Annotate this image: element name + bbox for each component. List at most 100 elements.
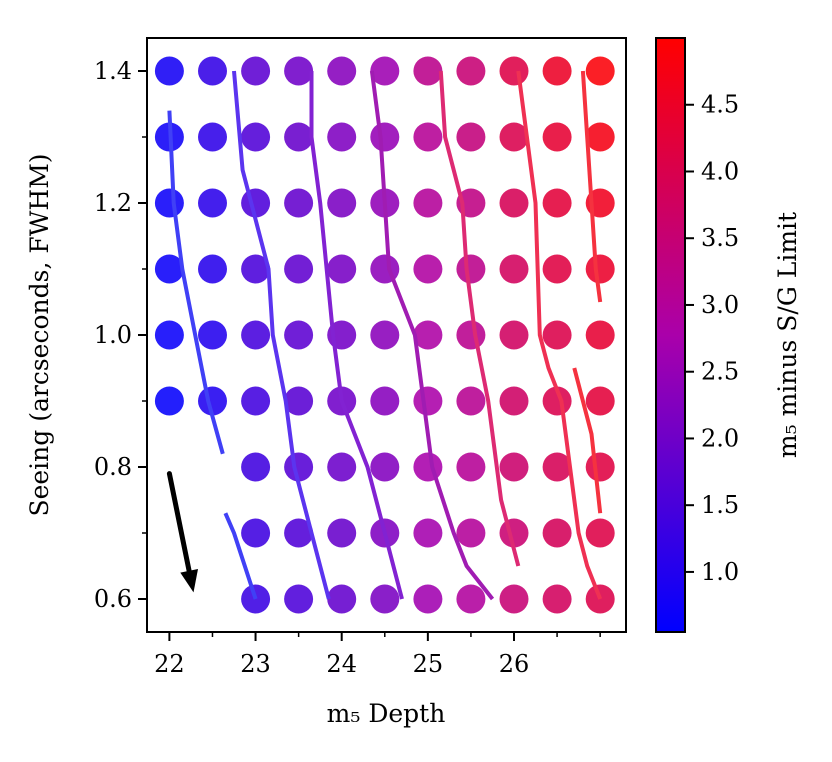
scatter-point xyxy=(456,56,486,86)
scatter-point xyxy=(456,584,486,614)
x-tick-label: 26 xyxy=(499,650,530,678)
scatter-point xyxy=(542,56,572,86)
scatter-point xyxy=(370,452,400,482)
contour-lines xyxy=(167,70,603,601)
scatter-point xyxy=(327,254,357,284)
scatter-point xyxy=(284,122,314,152)
scatter-point xyxy=(154,254,184,284)
scatter-point xyxy=(284,56,314,86)
scatter-point xyxy=(327,188,357,218)
scatter-point xyxy=(499,584,529,614)
contour-line xyxy=(309,71,404,600)
scatter-point xyxy=(499,386,529,416)
scatter-point xyxy=(413,320,443,350)
x-tick-label: 25 xyxy=(413,650,444,678)
colorbar-label: m₅ minus S/G Limit xyxy=(773,212,802,458)
y-tick-label: 0.6 xyxy=(94,585,132,613)
colorbar xyxy=(655,37,686,633)
scatter-point xyxy=(499,188,529,218)
colorbar-tick-label: 4.0 xyxy=(701,157,739,185)
arrow-shaft xyxy=(166,471,193,578)
scatter-point xyxy=(198,320,227,350)
x-tick-label: 23 xyxy=(240,650,271,678)
scatter-point xyxy=(241,254,271,284)
scatter-point xyxy=(241,320,271,350)
colorbar-tick-label: 1.5 xyxy=(701,491,739,519)
colorbar-tick-label: 2.5 xyxy=(701,358,739,386)
scatter-point xyxy=(370,320,400,350)
scatter-point xyxy=(284,584,314,614)
scatter-point xyxy=(370,56,400,86)
scatter-point xyxy=(198,254,227,284)
scatter-point xyxy=(499,254,529,284)
scatter-point xyxy=(327,56,357,86)
arrow-head xyxy=(180,569,198,593)
scatter-point xyxy=(241,518,271,548)
scatter-point xyxy=(456,122,486,152)
scatter-point xyxy=(284,188,314,218)
scatter-point xyxy=(327,584,357,614)
y-ticks: 0.6 0.8 1.0 1.2 1.4 xyxy=(94,57,147,613)
scatter-point xyxy=(284,518,314,548)
scatter-point xyxy=(585,518,615,548)
scatter-point xyxy=(542,254,572,284)
scatter-point xyxy=(327,518,357,548)
annotation-arrow xyxy=(166,471,198,593)
scatter-point xyxy=(154,386,184,416)
contour-line xyxy=(223,512,258,600)
colorbar-ticks: 1.0 1.5 2.0 2.5 3.0 3.5 4.0 4.5 xyxy=(685,91,739,586)
scatter-point xyxy=(542,122,572,152)
y-axis-label: Seeing (arcseconds, FWHM) xyxy=(25,153,54,516)
scatter-point xyxy=(154,320,184,350)
scatter-point xyxy=(154,56,184,86)
scatter-point xyxy=(456,386,486,416)
scatter-point xyxy=(542,518,572,548)
scatter-point xyxy=(585,56,615,86)
contour-line xyxy=(438,70,521,567)
scatter-point xyxy=(370,122,400,152)
scatter-point xyxy=(413,452,443,482)
y-tick-label: 0.8 xyxy=(94,453,132,481)
scatter-point xyxy=(413,254,443,284)
scatter-point xyxy=(585,122,615,152)
scatter-point xyxy=(585,452,615,482)
contour-line xyxy=(369,70,495,601)
contour-line xyxy=(572,367,603,514)
colorbar-tick-label: 3.0 xyxy=(701,291,739,319)
scatter-point xyxy=(456,320,486,350)
contour-line xyxy=(580,70,603,303)
y-tick-label: 1.4 xyxy=(94,57,132,85)
colorbar-tick-label: 1.0 xyxy=(701,558,739,586)
scatter-point xyxy=(413,122,443,152)
x-tick-label: 22 xyxy=(154,650,185,678)
scatter-point xyxy=(327,452,357,482)
scatter-point xyxy=(542,584,572,614)
scatter-point xyxy=(198,188,227,218)
scatter-point xyxy=(413,584,443,614)
scatter-point xyxy=(499,320,529,350)
scatter-point xyxy=(542,188,572,218)
scatter-point xyxy=(284,386,314,416)
scatter-point xyxy=(198,56,227,86)
scatter-point xyxy=(456,452,486,482)
scatter-point xyxy=(499,122,529,152)
scatter-point xyxy=(542,452,572,482)
scatter-point xyxy=(241,56,271,86)
scatter-point xyxy=(456,254,486,284)
scatter-point xyxy=(284,320,314,350)
scatter-point xyxy=(413,518,443,548)
contour-line xyxy=(232,70,331,600)
y-tick-label: 1.2 xyxy=(94,189,132,217)
scatter-point xyxy=(327,122,357,152)
contour-line xyxy=(516,70,603,600)
scatter-point xyxy=(284,254,314,284)
scatter-point xyxy=(585,254,615,284)
colorbar-tick-label: 3.5 xyxy=(701,224,739,252)
scatter-point xyxy=(370,386,400,416)
scatter-point xyxy=(241,452,271,482)
y-tick-label: 1.0 xyxy=(94,321,132,349)
scatter-point xyxy=(499,56,529,86)
scatter-point xyxy=(413,188,443,218)
colorbar-tick-label: 4.5 xyxy=(701,91,739,119)
